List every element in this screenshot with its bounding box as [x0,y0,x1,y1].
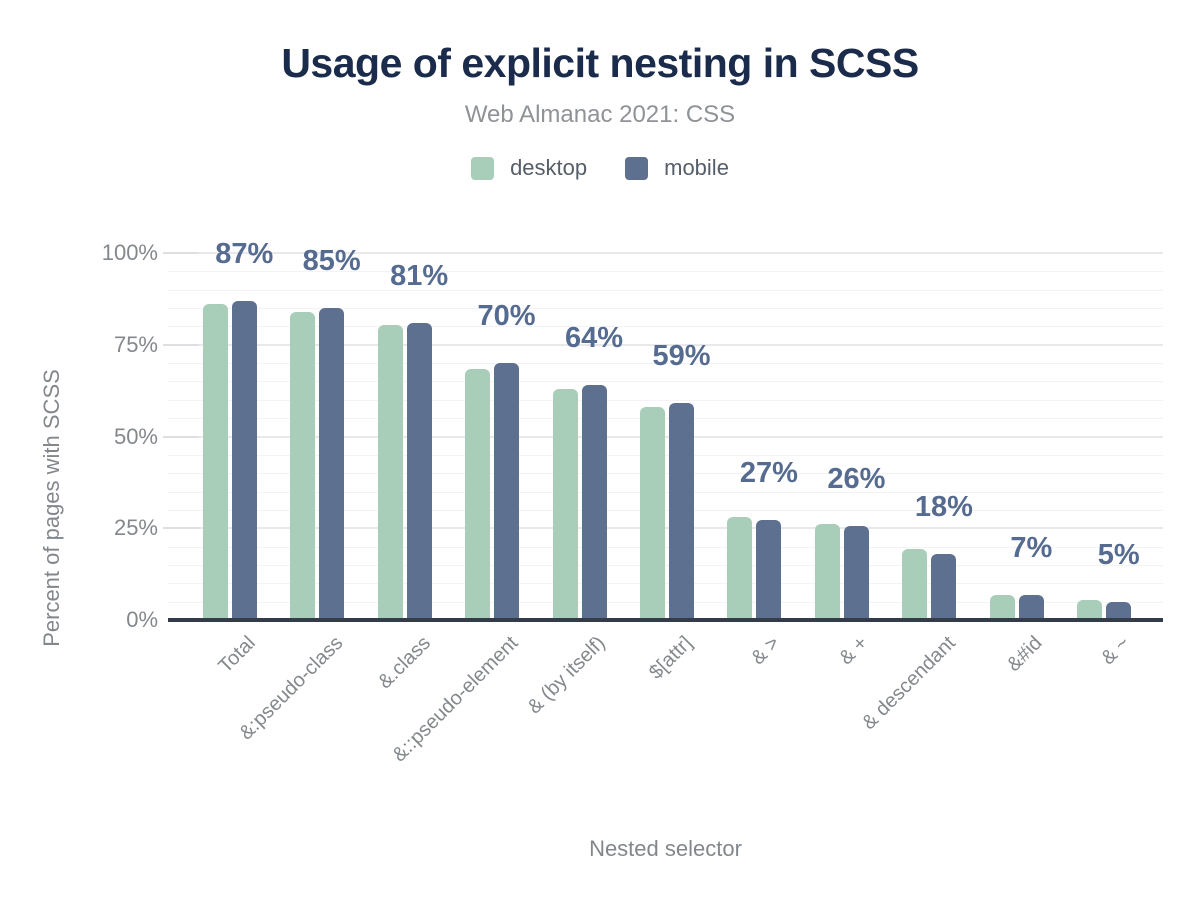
x-category-label: & ~ [1097,632,1135,670]
bar-desktop [640,407,665,620]
y-tick-label: 50% [113,423,158,449]
major-gridline [168,435,1163,438]
bar-desktop [727,517,753,620]
bar-value-label: 70% [477,300,536,333]
bar-value-label: 27% [739,457,798,490]
plot-area: 87% 85% 81% 70% 64% 59% 27% 26% 18% 7% 5% [163,238,1163,622]
x-category-label: $[attr] [645,632,698,684]
minor-gridline [168,289,1163,291]
bar-value-label: 81% [390,259,449,292]
x-category-label: & (by itself) [523,632,610,719]
bar-desktop [902,548,928,620]
minor-gridline [168,381,1163,383]
legend-item-desktop: desktop [471,155,587,181]
x-category-label: & + [834,632,872,670]
minor-gridline [168,583,1163,585]
chart-title: Usage of explicit nesting in SCSS [281,40,919,86]
bar-desktop [290,311,316,620]
y-tick-label: 25% [113,515,158,541]
bar-value-label: 7% [1010,532,1053,565]
x-axis-title: Nested selector [589,836,742,861]
bar-mobile [756,520,782,620]
y-axis-title: Percent of pages with SCSS [39,369,64,647]
bar-desktop [377,324,403,620]
y-tick-mark [163,435,199,438]
minor-gridline [168,399,1163,401]
y-tick-label: 0% [126,607,158,632]
legend-label-mobile: mobile [664,155,729,180]
bar-mobile [931,553,957,620]
major-gridline [168,343,1163,346]
minor-gridline [168,546,1163,548]
y-tick-mark [163,252,199,254]
bar-value-label: 26% [827,463,886,496]
bar-value-label: 18% [914,490,973,523]
legend: desktop mobile [0,155,1200,181]
bar-mobile [319,308,345,620]
minor-gridline [168,601,1163,603]
x-category-label: & > [747,632,785,670]
bar-mobile [231,300,257,620]
x-category-label: &#id [1003,632,1047,676]
bar-mobile [1106,602,1132,620]
x-category-label: Total [214,632,260,678]
y-tick-label: 75% [113,331,158,357]
mobile-swatch-icon [625,156,649,180]
bar-value-label: 59% [652,340,711,373]
minor-gridline [168,564,1163,566]
y-tick-mark [163,343,199,346]
bar-mobile [843,526,869,620]
bar-mobile [581,385,607,620]
minor-gridline [168,418,1163,420]
legend-label-desktop: desktop [510,155,588,180]
bar-desktop [989,594,1015,620]
bar-mobile [406,322,432,620]
x-axis-line [168,618,1163,622]
chart-subtitle: Web Almanac 2021: CSS [464,101,736,128]
minor-gridline [168,326,1163,328]
bar-desktop [1077,600,1103,620]
bar-value-label: 5% [1097,539,1140,572]
bar-desktop [202,304,228,620]
desktop-swatch-icon [471,156,495,180]
legend-item-mobile: mobile [625,155,729,181]
major-gridline [168,527,1163,530]
y-tick-mark [163,527,199,530]
bar-mobile [669,403,694,620]
bar-value-label: 85% [302,245,361,278]
minor-gridline [168,473,1163,475]
minor-gridline [168,509,1163,511]
major-gridline [168,252,1163,254]
bar-value-label: 87% [215,237,274,270]
minor-gridline [168,363,1163,365]
x-category-label: &.class [373,632,435,694]
minor-gridline [168,271,1163,273]
minor-gridline [168,308,1163,310]
bar-mobile [494,363,520,620]
minor-gridline [168,491,1163,493]
y-tick-label: 100% [101,240,158,265]
bar-mobile [1018,595,1044,620]
bar-desktop [465,368,491,620]
bar-desktop [552,388,578,620]
bar-value-label: 64% [565,322,624,355]
minor-gridline [168,454,1163,456]
bar-desktop [814,523,840,620]
